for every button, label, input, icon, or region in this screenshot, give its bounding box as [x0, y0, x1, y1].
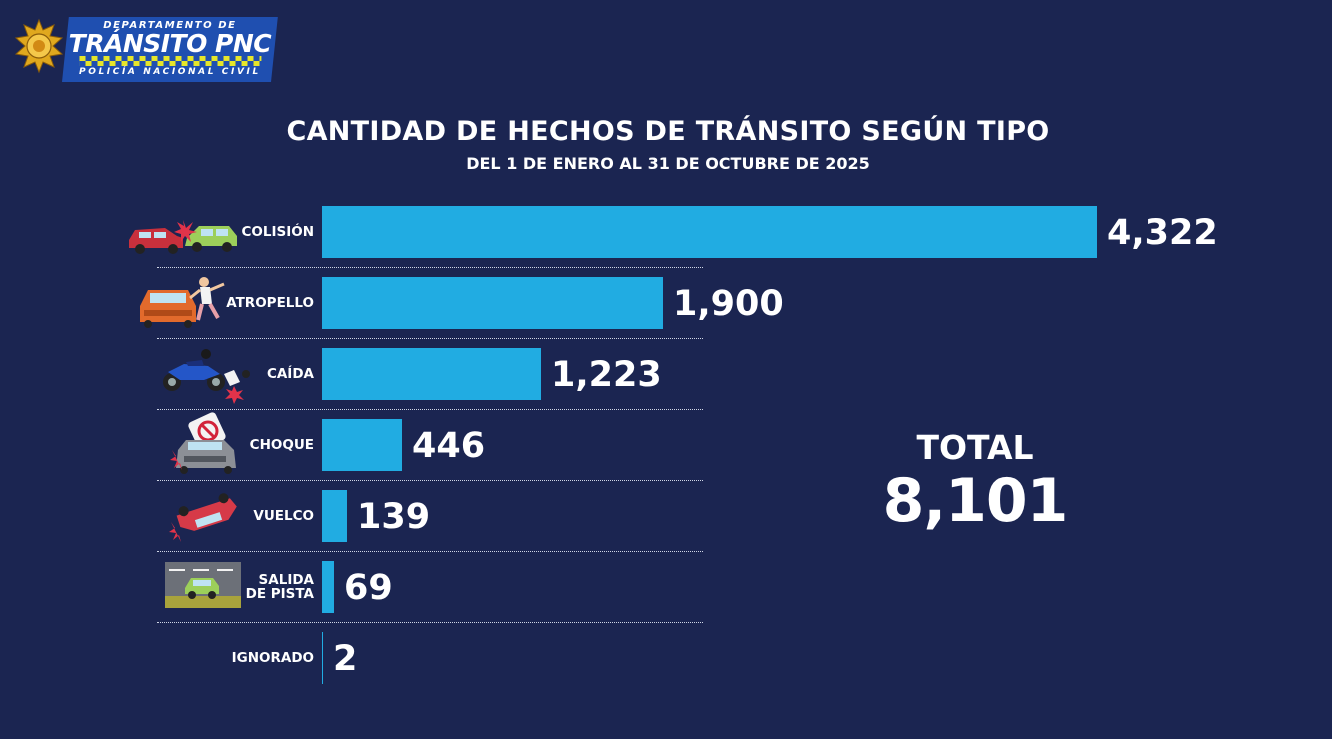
category-label-colision: COLISIÓN	[241, 225, 314, 239]
logo-police-text: POLICÍA NACIONAL CIVIL	[79, 67, 261, 77]
car-crash-sign-icon	[170, 412, 236, 474]
category-label-atropello: ATROPELLO	[226, 296, 314, 310]
bar-salida-de-pista	[322, 561, 334, 613]
car-collision-icon	[129, 220, 237, 254]
road-exit-icon	[165, 562, 241, 608]
row-separator	[157, 409, 703, 410]
value-label-colision: 4,322	[1107, 213, 1218, 253]
bar-colision	[322, 206, 1097, 258]
chart-title: CANTIDAD DE HECHOS DE TRÁNSITO SEGÚN TIP…	[286, 116, 1050, 147]
category-label-choque: CHOQUE	[250, 438, 314, 452]
logo-title-text: TRÁNSITO PNC	[68, 29, 272, 58]
total-label: TOTAL	[916, 428, 1034, 467]
bar-vuelco	[322, 490, 347, 542]
bar-ignorado	[322, 632, 323, 684]
category-label-line: VUELCO	[253, 508, 314, 524]
row-separator	[157, 622, 703, 623]
category-label-line: CHOQUE	[249, 437, 314, 453]
category-label-caida: CAÍDA	[267, 367, 314, 381]
pedestrian-hit-icon	[140, 277, 225, 328]
value-label-salida-de-pista: 69	[344, 568, 393, 608]
chart-subtitle: DEL 1 DE ENERO AL 31 DE OCTUBRE DE 2025	[466, 154, 870, 173]
row-separator	[157, 267, 703, 268]
value-label-choque: 446	[412, 426, 486, 466]
logo: DEPARTAMENTO DE TRÁNSITO PNC POLICÍA NAC…	[12, 14, 278, 86]
row-separator	[157, 480, 703, 481]
total-value: 8,101	[882, 466, 1069, 536]
value-label-ignorado: 2	[333, 639, 358, 679]
logo-checker-band	[79, 56, 262, 66]
category-label-salida-de-pista: SALIDA DE PISTA	[246, 573, 314, 601]
bar-atropello	[322, 277, 663, 329]
row-separator	[157, 551, 703, 552]
category-label-line: CAÍDA	[266, 366, 314, 382]
rollover-car-icon	[169, 493, 237, 542]
value-label-vuelco: 139	[357, 497, 431, 537]
value-label-atropello: 1,900	[673, 284, 784, 324]
category-label-line: DE PISTA	[245, 586, 314, 602]
police-star-icon	[14, 18, 64, 74]
row-separator	[157, 338, 703, 339]
value-label-caida: 1,223	[551, 355, 662, 395]
bar-choque	[322, 419, 402, 471]
motorcycle-fall-icon	[163, 349, 250, 404]
logo-badge: DEPARTAMENTO DE TRÁNSITO PNC POLICÍA NAC…	[62, 17, 278, 82]
bar-caida	[322, 348, 541, 400]
category-label-line: IGNORADO	[231, 650, 314, 666]
category-label-line: SALIDA	[258, 572, 314, 588]
category-label-line: COLISIÓN	[241, 224, 314, 240]
category-label-vuelco: VUELCO	[253, 509, 314, 523]
category-label-line: ATROPELLO	[226, 295, 314, 311]
category-label-ignorado: IGNORADO	[232, 651, 314, 665]
